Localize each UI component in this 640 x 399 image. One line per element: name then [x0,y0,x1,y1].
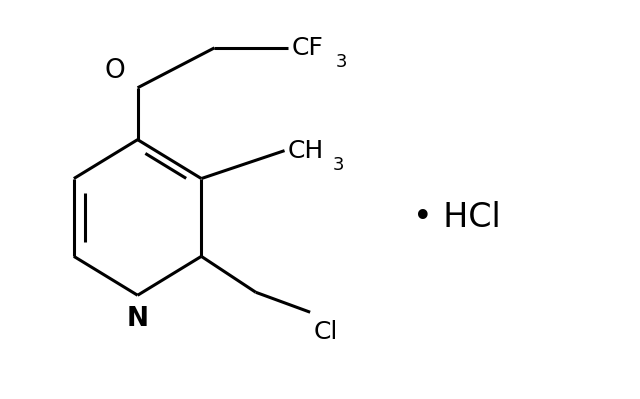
Text: O: O [105,58,125,84]
Text: CH: CH [288,138,324,163]
Text: Cl: Cl [314,320,338,344]
Text: CF: CF [291,36,323,60]
Text: • HCl: • HCl [413,201,500,234]
Text: 3: 3 [333,156,344,174]
Text: N: N [127,306,148,332]
Text: 3: 3 [336,53,348,71]
